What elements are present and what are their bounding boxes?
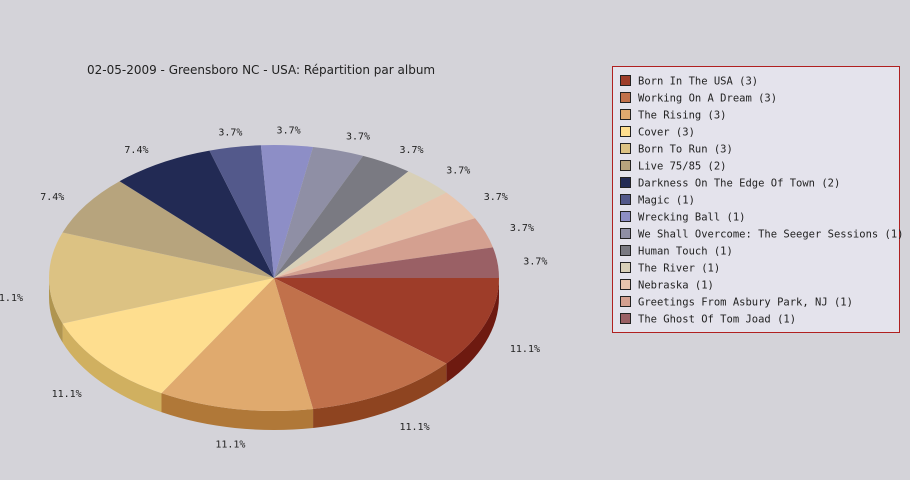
pie-slice-side-4	[62, 323, 162, 413]
legend-label-8: Magic (1)	[638, 195, 695, 207]
pie-slice-side-1	[446, 278, 499, 383]
pie-slice-side-2	[313, 363, 447, 428]
legend-label-9: Wrecking Ball (1)	[638, 212, 745, 224]
pie-percent-label-4: 11.1%	[52, 389, 82, 400]
legend-swatch-4	[620, 126, 631, 137]
pie-percent-label-6: 7.4%	[40, 192, 64, 203]
legend-swatch-14	[620, 296, 631, 307]
pie-slice-14	[274, 218, 493, 278]
pie-slice-10	[274, 147, 364, 278]
legend-swatch-1	[620, 75, 631, 86]
legend-swatch-9	[620, 211, 631, 222]
pie-percent-label-5: 11.1%	[0, 293, 23, 304]
pie-slice-7	[119, 150, 274, 278]
pie-percent-label-1: 11.1%	[510, 344, 540, 355]
pie-percent-label-8: 3.7%	[218, 127, 242, 138]
pie-slice-side-5	[49, 278, 63, 343]
pie-percent-labels: 11.1% 11.1% 11.1% 11.1% 11.1% 7.4% 7.4% 3.7% 3.7…	[0, 125, 547, 450]
legend: Born In The USA (3) Working On A Dream (3…	[612, 66, 904, 333]
pie-slice-8	[209, 145, 274, 278]
legend-items: Born In The USA (3) Working On A Dream (3…	[620, 75, 904, 326]
pie-slice-9	[260, 145, 314, 278]
pie-slice-2	[274, 278, 447, 409]
pie-slice-5	[48, 232, 274, 324]
chart-title: 02-05-2009 - Greensboro NC - USA: Répart…	[87, 63, 435, 77]
legend-label-13: Nebraska (1)	[638, 280, 714, 292]
legend-label-6: Live 75/85 (2)	[638, 161, 727, 173]
legend-swatch-3	[620, 109, 631, 120]
legend-swatch-7	[620, 177, 631, 188]
legend-label-10: We Shall Overcome: The Seeger Sessions (…	[638, 229, 904, 241]
pie-percent-label-13: 3.7%	[484, 192, 508, 203]
legend-box	[612, 66, 900, 333]
pie-percent-label-10: 3.7%	[346, 131, 370, 142]
legend-label-4: Cover (3)	[638, 127, 695, 139]
pie-slice-side-3	[161, 393, 314, 430]
pie-slice-6	[62, 181, 275, 278]
pie-percent-label-3: 11.1%	[215, 440, 245, 451]
legend-label-1: Born In The USA (3)	[638, 76, 758, 88]
legend-label-3: The Rising (3)	[638, 110, 727, 122]
pie-slice-11	[274, 155, 409, 278]
pie-slice-12	[274, 171, 447, 278]
legend-label-5: Born To Run (3)	[638, 144, 733, 156]
pie-percent-label-7: 7.4%	[124, 145, 148, 156]
pie-slice-4	[62, 278, 275, 394]
pie-slice-13	[274, 192, 476, 278]
legend-label-15: The Ghost Of Tom Joad (1)	[638, 314, 796, 326]
legend-label-11: Human Touch (1)	[638, 246, 733, 258]
pie-percent-label-2: 11.1%	[400, 422, 430, 433]
legend-label-12: The River (1)	[638, 263, 720, 275]
pie-percent-label-9: 3.7%	[277, 125, 301, 136]
legend-label-14: Greetings From Asbury Park, NJ (1)	[638, 297, 853, 309]
legend-swatch-6	[620, 160, 631, 171]
legend-swatch-2	[620, 92, 631, 103]
legend-swatch-12	[620, 262, 631, 273]
legend-swatch-15	[620, 313, 631, 324]
pie-slice-3	[161, 278, 314, 411]
pie-slice-1	[274, 278, 499, 364]
legend-swatch-10	[620, 228, 631, 239]
legend-swatch-11	[620, 245, 631, 256]
legend-label-7: Darkness On The Edge Of Town (2)	[638, 178, 840, 190]
pie-percent-label-11: 3.7%	[400, 145, 424, 156]
pie-percent-label-12: 3.7%	[446, 166, 470, 177]
legend-swatch-8	[620, 194, 631, 205]
pie-percent-label-15: 3.7%	[523, 257, 547, 268]
pie-percent-label-14: 3.7%	[510, 223, 534, 234]
legend-swatch-13	[620, 279, 631, 290]
legend-label-2: Working On A Dream (3)	[638, 93, 777, 105]
pie-slices	[48, 145, 499, 430]
pie-slice-15	[274, 247, 499, 278]
legend-swatch-5	[620, 143, 631, 154]
